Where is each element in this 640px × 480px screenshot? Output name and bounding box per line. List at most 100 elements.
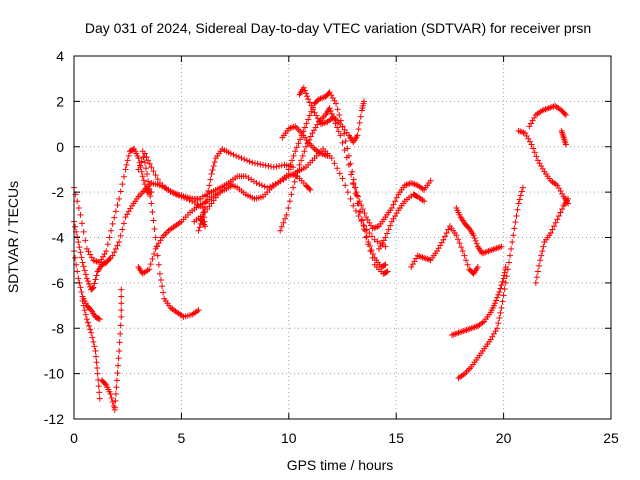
data-point-plus xyxy=(137,162,144,169)
data-point-plus xyxy=(539,248,546,255)
data-point-plus xyxy=(513,212,520,219)
data-point-plus xyxy=(87,326,94,333)
data-point-plus xyxy=(547,229,554,236)
data-point-plus xyxy=(142,165,149,172)
data-point-plus xyxy=(74,233,81,240)
data-point-plus xyxy=(300,84,307,91)
data-point-plus xyxy=(361,210,368,217)
data-point-plus xyxy=(106,256,113,263)
data-point-plus xyxy=(492,300,499,307)
data-point-plus xyxy=(116,339,123,346)
data-point-plus xyxy=(331,160,338,167)
data-point-plus xyxy=(342,138,349,145)
data-point-plus xyxy=(112,391,119,398)
data-point-plus xyxy=(149,208,156,215)
data-point-plus xyxy=(140,154,147,161)
x-axis-label: GPS time / hours xyxy=(287,457,394,473)
data-point-plus xyxy=(302,90,309,97)
data-marks xyxy=(71,84,572,413)
series-arc-a xyxy=(71,146,155,266)
data-point-plus xyxy=(82,237,89,244)
data-point-plus xyxy=(135,155,142,162)
data-point-plus xyxy=(363,234,370,241)
data-point-plus xyxy=(296,161,303,168)
data-point-plus xyxy=(497,285,504,292)
data-point-plus xyxy=(421,198,428,205)
data-point-plus xyxy=(260,161,267,168)
chart-title: Day 031 of 2024, Sidereal Day-to-day VTE… xyxy=(85,20,591,36)
data-point-plus xyxy=(113,384,120,391)
data-point-plus xyxy=(501,272,508,279)
data-point-plus xyxy=(533,153,540,160)
data-point-plus xyxy=(360,98,367,105)
data-point-plus xyxy=(117,322,124,329)
data-point-plus xyxy=(251,160,258,167)
data-point-plus xyxy=(144,170,151,177)
series-arc-d xyxy=(79,298,103,402)
series-arc-u xyxy=(453,205,505,257)
data-point-plus xyxy=(512,219,519,226)
data-point-plus xyxy=(145,178,152,185)
data-point-plus xyxy=(140,177,147,184)
data-point-plus xyxy=(370,250,377,257)
data-point-plus xyxy=(427,177,434,184)
data-point-plus xyxy=(528,141,535,148)
data-point-plus xyxy=(463,257,470,264)
data-point-plus xyxy=(89,284,96,291)
data-point-plus xyxy=(473,240,480,247)
data-point-plus xyxy=(92,276,99,283)
data-point-plus xyxy=(293,173,300,180)
data-point-plus xyxy=(292,148,299,155)
y-tick-label: -8 xyxy=(52,320,65,336)
data-point-plus xyxy=(559,206,566,213)
data-point-plus xyxy=(495,291,502,298)
data-point-plus xyxy=(108,395,115,402)
data-point-plus xyxy=(111,249,118,256)
data-point-plus xyxy=(119,226,126,233)
data-point-plus xyxy=(496,288,503,295)
series-arc-k xyxy=(195,146,297,234)
data-point-plus xyxy=(464,261,471,268)
data-point-plus xyxy=(208,170,215,177)
data-point-plus xyxy=(348,171,355,178)
data-point-plus xyxy=(505,259,512,266)
data-point-plus xyxy=(196,224,203,231)
data-point-plus xyxy=(382,234,389,241)
data-point-plus xyxy=(339,175,346,182)
data-point-plus xyxy=(183,195,190,202)
x-tick-label: 15 xyxy=(388,430,404,446)
data-point-plus xyxy=(495,320,502,327)
data-point-plus xyxy=(565,195,572,202)
data-point-plus xyxy=(354,132,361,139)
data-point-plus xyxy=(519,184,526,191)
data-point-plus xyxy=(532,279,539,286)
data-point-plus xyxy=(107,391,114,398)
data-point-plus xyxy=(454,236,461,243)
data-point-plus xyxy=(197,220,204,227)
data-point-plus xyxy=(146,185,153,192)
data-point-plus xyxy=(290,152,297,159)
data-point-plus xyxy=(78,288,85,295)
data-point-plus xyxy=(119,181,126,188)
data-point-plus xyxy=(156,270,163,277)
data-point-plus xyxy=(278,223,285,230)
series-arc-t xyxy=(408,223,481,277)
data-point-plus xyxy=(106,234,113,241)
data-point-plus xyxy=(388,205,395,212)
data-point-plus xyxy=(534,268,541,275)
data-point-plus xyxy=(290,184,297,191)
data-point-plus xyxy=(148,200,155,207)
data-point-plus xyxy=(249,159,256,166)
data-point-plus xyxy=(117,232,124,239)
data-point-plus xyxy=(235,153,242,160)
data-point-plus xyxy=(83,316,90,323)
data-point-plus xyxy=(285,205,292,212)
data-point-plus xyxy=(75,205,82,212)
data-point-plus xyxy=(356,198,363,205)
data-point-plus xyxy=(88,329,95,336)
series-arc-f xyxy=(111,286,125,411)
data-point-plus xyxy=(458,244,465,251)
data-point-plus xyxy=(109,398,116,405)
data-point-plus xyxy=(268,163,275,170)
data-point-plus xyxy=(230,151,237,158)
